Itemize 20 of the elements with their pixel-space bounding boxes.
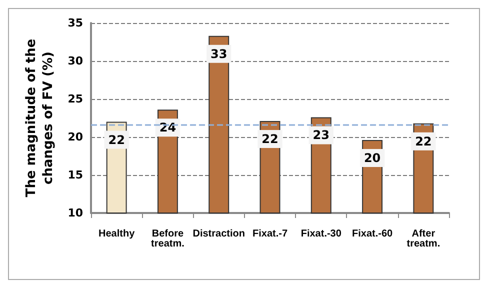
- x-tick-label: After treatm.: [406, 228, 440, 250]
- data-label: 22: [108, 132, 125, 147]
- y-tick-label: 20: [68, 130, 84, 144]
- data-label: 23: [312, 128, 330, 142]
- data-label: 22: [262, 132, 278, 146]
- x-tick-label: Distraction: [192, 228, 245, 240]
- x-tick-label: Fixat.-30: [300, 228, 342, 240]
- x-tick-label: Fixat.-60: [352, 228, 394, 240]
- y-tick-label: 35: [68, 16, 83, 30]
- y-tick-label: 25: [68, 92, 83, 106]
- x-tick-label: Fixat.-7: [252, 228, 288, 240]
- y-tick-label: 30: [68, 54, 84, 68]
- data-label: 20: [364, 151, 381, 166]
- data-label: 33: [210, 46, 228, 61]
- x-tick-label: Before treatm.: [151, 228, 185, 250]
- x-tick-label: Healthy: [98, 228, 136, 240]
- y-tick-label: 15: [68, 168, 83, 182]
- y-axis-title: The magnitude of the changes of FV (%): [24, 38, 56, 198]
- y-tick-label: 10: [68, 206, 84, 220]
- data-label: 22: [415, 134, 432, 148]
